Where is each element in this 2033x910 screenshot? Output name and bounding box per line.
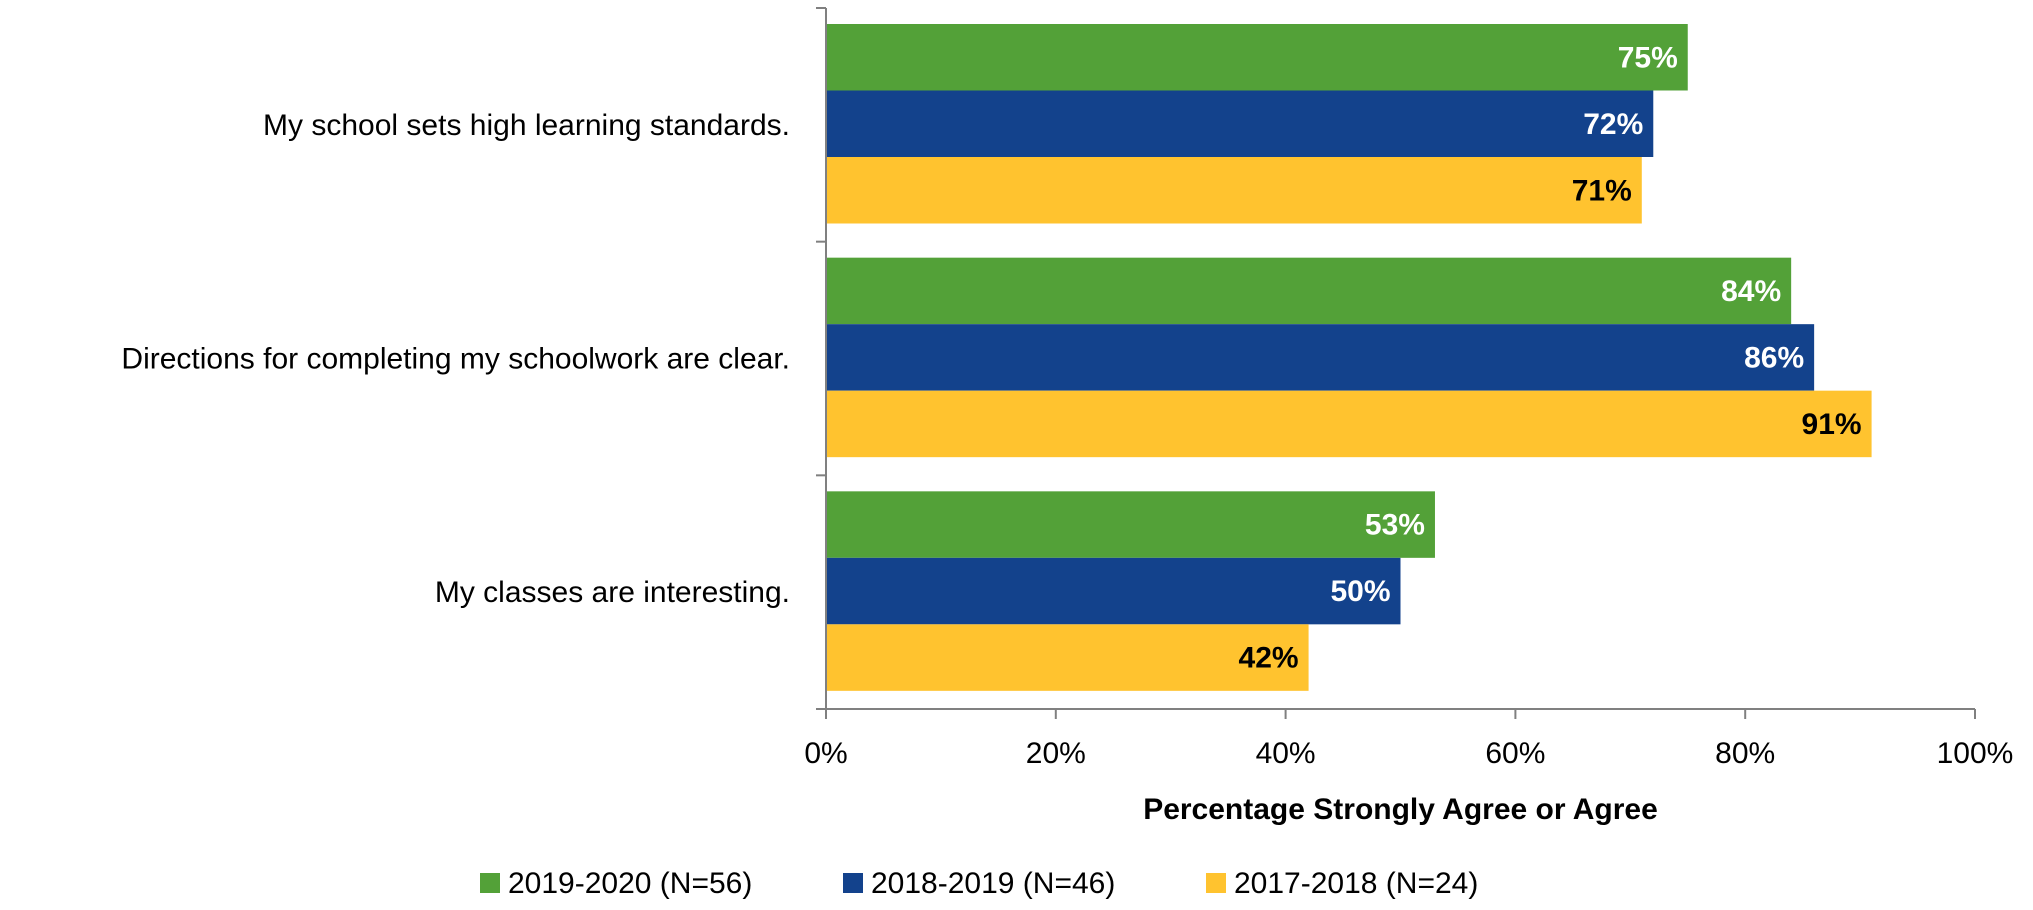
legend-label: 2019-2020 (N=56) bbox=[508, 867, 752, 900]
labels-layer: 75% 72% 71% My school sets high learning st… bbox=[121, 41, 2013, 826]
bar bbox=[826, 157, 1642, 224]
legend: 2019-2020 (N=56) 2018-2019 (N=46) 2017-201… bbox=[480, 867, 1478, 900]
axes-layer bbox=[816, 7, 1976, 719]
bar bbox=[826, 557, 1401, 625]
bar bbox=[826, 90, 1654, 157]
x-tick-label: 60% bbox=[1485, 737, 1545, 770]
x-tick-label: 80% bbox=[1715, 737, 1775, 770]
x-tick-label: 40% bbox=[1256, 737, 1316, 770]
bar-value-label: 71% bbox=[1572, 174, 1632, 207]
legend-label: 2017-2018 (N=24) bbox=[1234, 867, 1478, 900]
bar-value-label: 91% bbox=[1802, 408, 1862, 441]
bar-value-label: 75% bbox=[1618, 41, 1678, 74]
bar-value-label: 84% bbox=[1721, 275, 1781, 308]
bar bbox=[826, 624, 1309, 691]
bar bbox=[826, 390, 1872, 458]
bar-value-label: 50% bbox=[1330, 575, 1390, 608]
x-tick-label: 0% bbox=[804, 737, 847, 770]
legend-swatch bbox=[480, 873, 500, 893]
bar bbox=[826, 257, 1792, 325]
bar-value-label: 72% bbox=[1583, 108, 1643, 141]
category-label: My classes are interesting. bbox=[435, 576, 790, 609]
bar-value-label: 86% bbox=[1744, 341, 1804, 374]
bar bbox=[826, 324, 1815, 391]
legend-swatch bbox=[1206, 873, 1226, 893]
legend-label: 2018-2019 (N=46) bbox=[871, 867, 1115, 900]
x-axis-title: Percentage Strongly Agree or Agree bbox=[1143, 793, 1658, 826]
bar-value-label: 42% bbox=[1239, 642, 1299, 675]
bar bbox=[826, 491, 1435, 558]
category-label: Directions for completing my schoolwork … bbox=[121, 343, 790, 376]
bar-value-label: 53% bbox=[1365, 509, 1425, 542]
x-tick-label: 20% bbox=[1026, 737, 1086, 770]
legend-swatch bbox=[843, 873, 863, 893]
bars-layer bbox=[826, 24, 1872, 691]
category-label: My school sets high learning standards. bbox=[263, 109, 790, 142]
bar bbox=[826, 24, 1688, 91]
x-tick-label: 100% bbox=[1937, 737, 2014, 770]
